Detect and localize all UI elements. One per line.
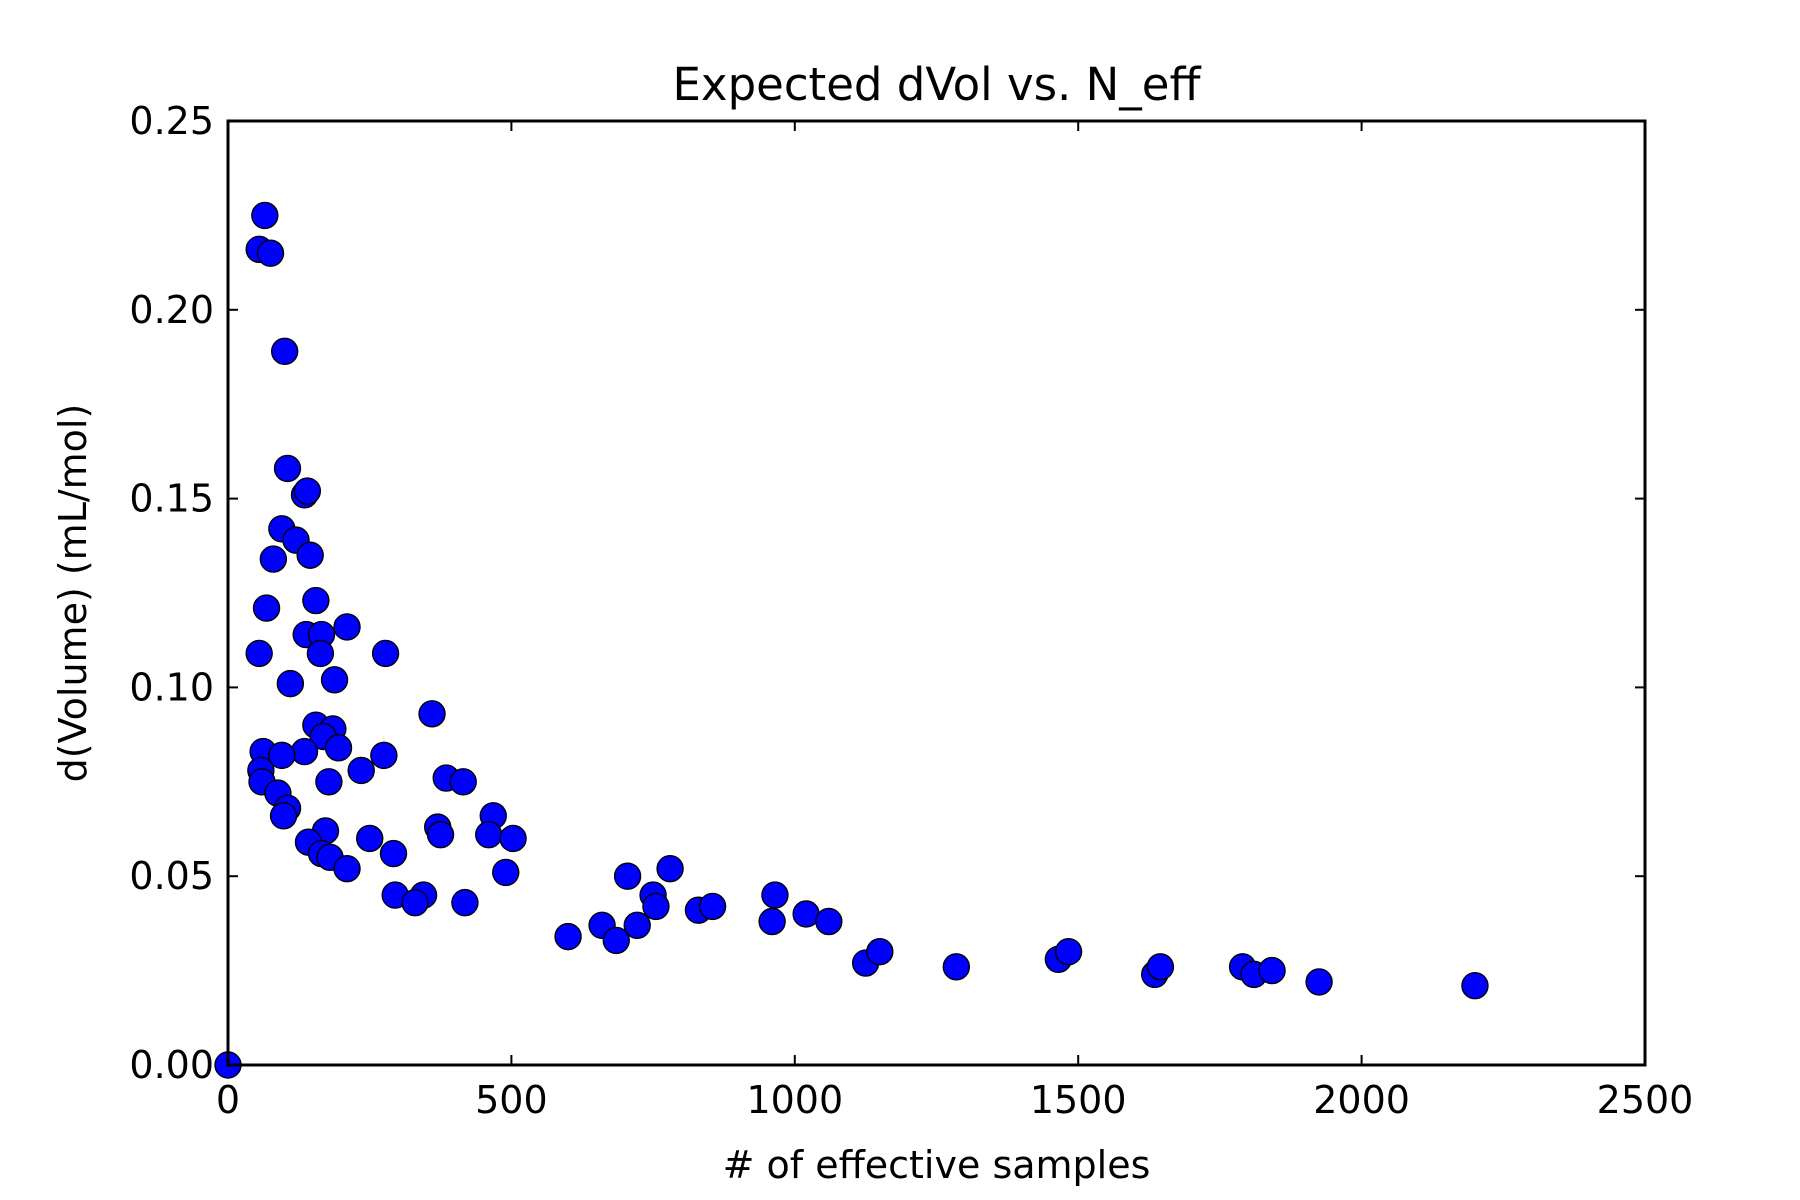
- x-axis-title: # of effective samples: [723, 1143, 1151, 1187]
- axis-ticks: [227, 120, 1646, 1066]
- data-point: [302, 586, 330, 615]
- data-point: [320, 666, 349, 694]
- data-point: [758, 907, 786, 936]
- data-point: [245, 639, 273, 668]
- x-tick-label: 2500: [1597, 1078, 1694, 1122]
- data-point: [251, 201, 279, 230]
- x-tick-label: 500: [475, 1078, 548, 1122]
- data-point: [698, 892, 727, 921]
- x-tick-label: 1000: [746, 1078, 843, 1122]
- plot-area-frame: [226, 119, 1647, 1067]
- data-point: [315, 768, 343, 796]
- data-point: [290, 737, 319, 766]
- data-point: [1305, 968, 1333, 996]
- data-point: [1054, 938, 1083, 966]
- data-point: [356, 824, 384, 853]
- data-point: [866, 938, 894, 966]
- data-point: [475, 820, 503, 849]
- data-point: [642, 892, 670, 921]
- data-point: [602, 926, 630, 955]
- data-point: [613, 862, 642, 890]
- data-point: [270, 337, 299, 366]
- x-tick-label: 1500: [1030, 1078, 1127, 1122]
- data-point: [1258, 956, 1286, 985]
- data-point: [347, 756, 375, 785]
- data-points: [214, 201, 1489, 1079]
- data-point: [333, 613, 361, 641]
- data-point: [256, 239, 285, 267]
- data-point: [1146, 953, 1175, 981]
- data-point: [269, 802, 298, 830]
- data-point: [324, 734, 353, 762]
- y-tick-label: 0.10: [129, 665, 214, 709]
- data-point: [306, 639, 335, 668]
- y-tick-label: 0.15: [129, 477, 214, 521]
- data-point: [273, 454, 302, 483]
- data-point: [333, 854, 361, 883]
- x-tick-label: 2000: [1313, 1078, 1410, 1122]
- x-tick-label: 0: [216, 1078, 240, 1122]
- data-point: [623, 911, 651, 939]
- data-point: [656, 854, 684, 883]
- data-point: [401, 888, 429, 917]
- y-tick-label: 0.05: [129, 854, 214, 898]
- data-point: [451, 888, 479, 917]
- chart-title: Expected dVol vs. N_eff: [673, 58, 1202, 111]
- data-point: [276, 669, 305, 698]
- y-tick-label: 0.00: [129, 1043, 214, 1087]
- data-point: [492, 858, 520, 887]
- data-point: [761, 881, 789, 909]
- y-tick-label: 0.25: [129, 99, 214, 143]
- y-tick-labels: 0.00 0.05 0.10 0.15 0.20 0.25: [129, 99, 214, 1087]
- data-point: [418, 700, 446, 728]
- data-point: [379, 839, 408, 868]
- y-axis-title: d(Volume) (mL/mol): [51, 404, 95, 783]
- data-point: [252, 594, 281, 622]
- data-point: [371, 639, 400, 668]
- data-point: [426, 820, 455, 849]
- data-point: [259, 545, 288, 573]
- data-point: [554, 922, 582, 951]
- data-point: [449, 768, 477, 796]
- data-point: [815, 907, 843, 936]
- data-point: [1461, 972, 1489, 1000]
- data-point: [499, 824, 527, 853]
- data-point: [942, 953, 971, 981]
- x-tick-labels: 0 500 1000 1500 2000 2500: [216, 1078, 1693, 1122]
- data-point: [293, 477, 322, 505]
- data-point: [268, 741, 296, 770]
- data-point: [296, 541, 324, 569]
- y-tick-label: 0.20: [129, 288, 214, 332]
- data-point: [370, 741, 398, 770]
